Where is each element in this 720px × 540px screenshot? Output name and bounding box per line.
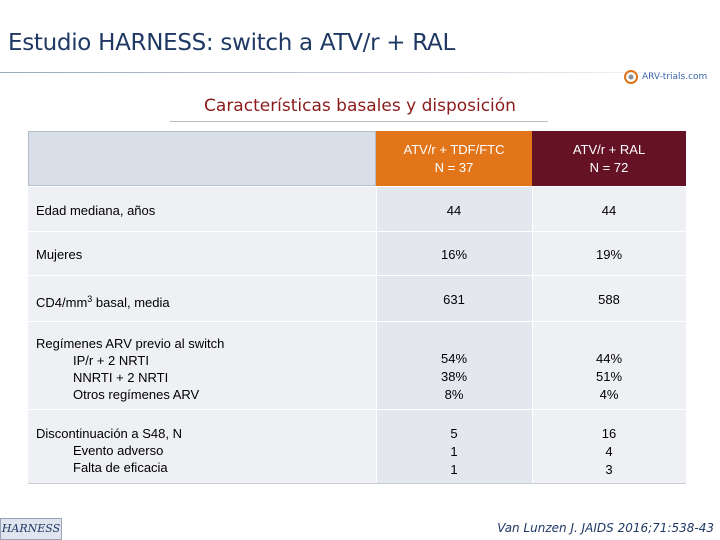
cell-col2: 16 4 3 <box>532 410 686 484</box>
column-header-arm: ATV/r + RAL <box>572 141 646 157</box>
cell-value: 44 <box>601 203 617 218</box>
row-sublabel: Otros regímenes ARV <box>73 387 200 402</box>
column-divider <box>376 186 377 484</box>
row-sublabel: Evento adverso <box>73 443 164 458</box>
cell-value: 4% <box>599 387 619 402</box>
column-divider <box>532 186 533 484</box>
row-label: Mujeres <box>36 246 82 263</box>
row-label-main: Edad mediana, años <box>36 203 156 218</box>
row-label: Edad mediana, años <box>36 202 155 219</box>
baseline-table: ATV/r + TDF/FTC N = 37 ATV/r + RAL N = 7… <box>28 131 686 484</box>
row-label-main: Regímenes ARV previo al switch <box>36 336 225 351</box>
column-header-n: N = 37 <box>434 159 474 175</box>
cell-value: 1 <box>450 444 458 459</box>
cell-col1: 631 <box>376 276 532 321</box>
subtitle-underline <box>170 121 548 122</box>
cell-col2: 588 <box>532 276 686 321</box>
cell-col2: 19% <box>532 232 686 275</box>
column-header-atv-ral: ATV/r + RAL N = 72 <box>532 131 686 186</box>
row-label: Regímenes ARV previo al switch IP/r + 2 … <box>36 335 224 403</box>
cell-value: 16% <box>440 247 468 262</box>
cell-value: 1 <box>450 462 458 477</box>
table-row-regimenes: Regímenes ARV previo al switch IP/r + 2 … <box>28 321 686 409</box>
row-sublabel: NNRTI + 2 NRTI <box>73 370 169 385</box>
row-label-text: CD4/mm <box>36 295 88 310</box>
cell-value: 54% <box>440 351 468 366</box>
row-sublabel: IP/r + 2 NRTI <box>73 353 149 368</box>
row-label-main: Discontinuación a S48, N <box>36 426 182 441</box>
cell-col1: 16% <box>376 232 532 275</box>
cell-value: 5 <box>450 426 458 441</box>
row-label-main: CD4/mm3 basal, media <box>36 291 170 311</box>
cell-value: 19% <box>595 247 623 262</box>
table-bottom-border <box>28 483 686 484</box>
citation: Van Lunzen J. JAIDS 2016;71:538-43 <box>497 521 714 535</box>
arv-trials-logo-icon <box>624 70 638 84</box>
cell-value: 3 <box>605 462 613 477</box>
study-badge: HARNESS <box>0 518 62 540</box>
cell-value: 51% <box>595 369 623 384</box>
column-header-arm: ATV/r + TDF/FTC <box>403 141 505 157</box>
table-row-mujeres: Mujeres 16% 19% <box>28 231 686 275</box>
cell-value: 631 <box>443 292 465 307</box>
column-header-n: N = 72 <box>589 159 629 175</box>
cell-value: 44% <box>595 351 623 366</box>
cell-value: 44 <box>446 203 462 218</box>
title-divider <box>0 72 720 73</box>
cell-value: 16 <box>601 426 617 441</box>
cell-col1: 54% 38% 8% <box>376 322 532 409</box>
table-row-edad: Edad mediana, años 44 44 <box>28 186 686 231</box>
cell-value: 38% <box>440 369 468 384</box>
row-sublabel: Falta de eficacia <box>73 460 168 475</box>
row-label-text: basal, media <box>92 295 170 310</box>
table-header-blank <box>28 131 376 186</box>
logo-text: ARV-trials.com <box>642 72 708 82</box>
cell-value: 4 <box>605 444 613 459</box>
row-label-main: Mujeres <box>36 247 83 262</box>
slide-title: Estudio HARNESS: switch a ATV/r + RAL <box>8 30 455 56</box>
cell-value: 8% <box>444 387 464 402</box>
superscript: 3 <box>87 294 93 304</box>
row-label: Discontinuación a S48, N Evento adverso … <box>36 425 182 476</box>
cell-value: 588 <box>598 292 620 307</box>
cell-col1: 5 1 1 <box>376 410 532 484</box>
row-label: CD4/mm3 basal, media <box>36 291 170 311</box>
cell-col2: 44 <box>532 187 686 231</box>
cell-col2: 44% 51% 4% <box>532 322 686 409</box>
cell-col1: 44 <box>376 187 532 231</box>
arv-trials-logo: ARV-trials.com <box>622 70 707 84</box>
slide-subtitle: Características basales y disposición <box>204 96 516 116</box>
table-row-cd4: CD4/mm3 basal, media 631 588 <box>28 275 686 321</box>
column-header-atv-tdf-ftc: ATV/r + TDF/FTC N = 37 <box>376 131 532 186</box>
table-row-discontinuacion: Discontinuación a S48, N Evento adverso … <box>28 409 686 484</box>
